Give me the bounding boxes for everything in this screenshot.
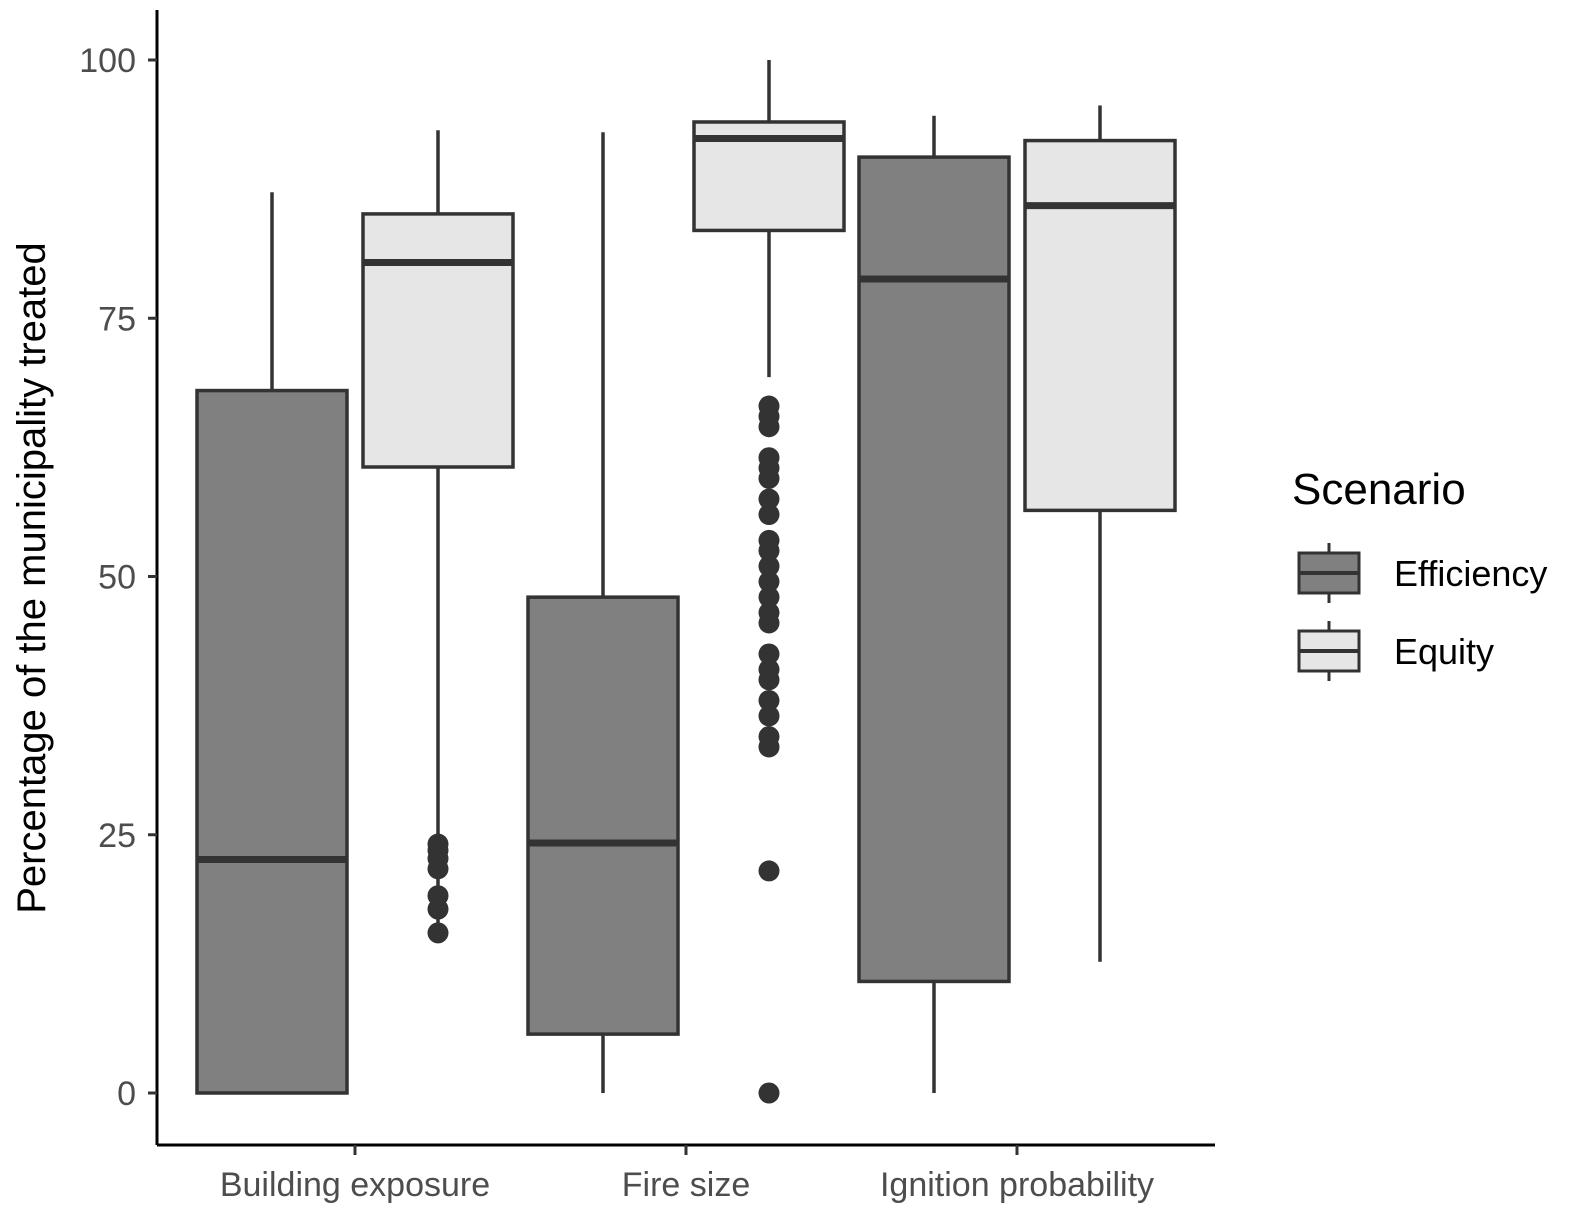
box-body — [361, 212, 515, 469]
outlier-point — [758, 689, 780, 711]
y-tick-label: 100 — [79, 42, 136, 80]
outlier-point — [758, 860, 780, 882]
box-equity-fire-size — [692, 60, 846, 1104]
box-equity-building-exposure — [361, 130, 515, 944]
outlier-point — [758, 571, 780, 593]
outlier-point — [758, 555, 780, 577]
y-tick-label: 25 — [98, 817, 136, 855]
outlier-point — [427, 885, 449, 907]
legend-label-efficiency: Efficiency — [1394, 553, 1547, 594]
legend-key-equity — [1297, 621, 1361, 681]
x-tick-label: Fire size — [622, 1166, 750, 1204]
x-tick-label: Ignition probability — [880, 1166, 1154, 1204]
y-axis: 0 25 50 75 100 — [79, 10, 159, 1145]
y-axis-title: Percentage of the municipality treated — [10, 242, 54, 914]
box-body — [195, 388, 349, 1095]
outlier-point — [758, 602, 780, 624]
x-axis: Building exposure Fire size Ignition proba… — [157, 1143, 1215, 1204]
plot-area — [195, 60, 1177, 1104]
x-tick-label: Building exposure — [220, 1166, 490, 1204]
y-tick-label: 0 — [117, 1075, 136, 1113]
outlier-point — [758, 726, 780, 748]
outlier-point — [758, 529, 780, 551]
outlier-point — [427, 922, 449, 944]
box-body — [526, 595, 680, 1036]
outlier-point — [758, 643, 780, 665]
box-body — [1023, 138, 1177, 513]
box-efficiency-building-exposure — [195, 192, 349, 1095]
outlier-point — [758, 1082, 780, 1104]
outlier-point — [427, 833, 449, 855]
box-efficiency-fire-size — [526, 132, 680, 1093]
outlier-point — [758, 586, 780, 608]
box-body — [857, 155, 1011, 984]
legend-label-equity: Equity — [1394, 631, 1494, 672]
outlier-point — [758, 658, 780, 680]
box-efficiency-ignition-probability — [857, 115, 1011, 1093]
outlier-point — [758, 395, 780, 417]
outlier-point — [758, 488, 780, 510]
legend-title: Scenario — [1292, 465, 1466, 514]
y-tick-label: 75 — [98, 300, 136, 338]
outlier-point — [758, 447, 780, 469]
legend-key-efficiency — [1297, 543, 1361, 603]
outlier-point — [758, 504, 780, 526]
outlier-point — [758, 705, 780, 727]
legend: Scenario Efficiency Equity — [1292, 465, 1547, 681]
box-equity-ignition-probability — [1023, 105, 1177, 962]
y-tick-label: 50 — [98, 559, 136, 597]
